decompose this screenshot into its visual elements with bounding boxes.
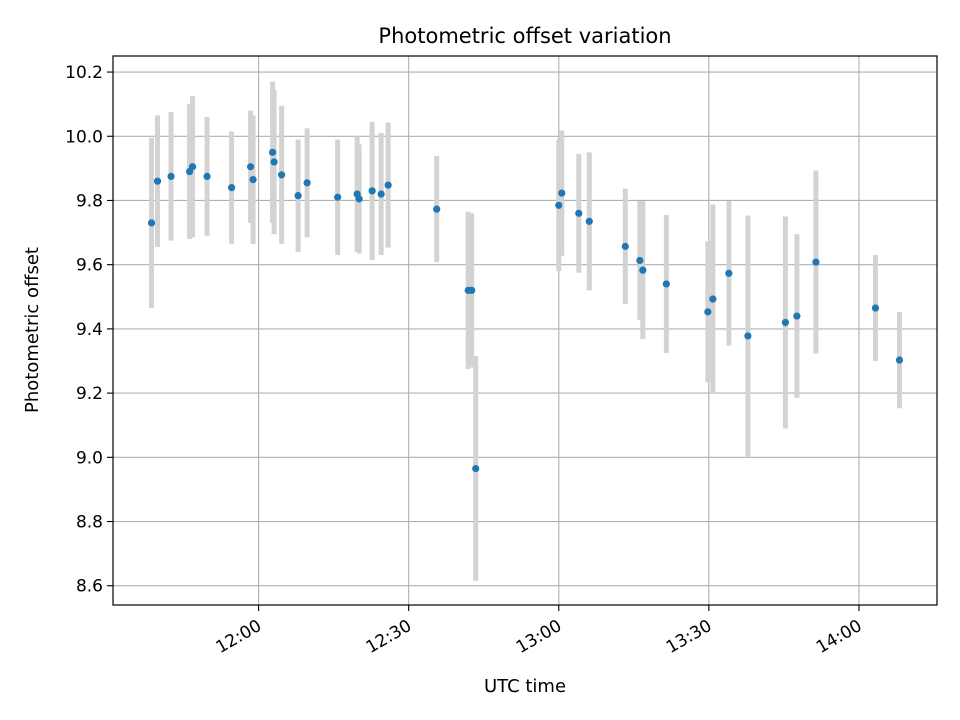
y-tick-label: 9.6 [76,256,103,276]
data-point [203,172,211,180]
data-point [294,192,302,200]
data-point [249,176,257,184]
data-point [636,256,644,265]
y-tick-label: 8.8 [76,513,103,533]
data-point [781,318,790,327]
data-point [895,356,904,364]
data-point [303,179,311,187]
data-point [575,209,583,217]
data-point [704,308,712,316]
y-tick-label: 8.6 [76,577,103,597]
data-point [812,258,820,266]
data-point [871,304,880,312]
data-point [793,312,801,320]
y-tick-label: 9.2 [76,384,103,404]
data-point [639,266,647,274]
data-point [167,172,175,180]
y-tick-label: 10.2 [65,63,103,83]
y-axis-label: Photometric offset [22,247,43,413]
y-tick-label: 10.0 [65,127,103,147]
data-point [377,190,385,198]
data-point [227,184,236,192]
data-point [270,158,278,166]
y-axis: 8.6 8.8 9.0 9.2 9.4 9.6 9.8 10.0 10.2 [65,63,113,597]
data-point [188,163,197,171]
data-point [433,205,441,213]
data-point [585,217,593,225]
plot-frame [112,55,938,606]
data-point [555,201,563,209]
y-tick-label: 9.0 [76,448,103,468]
data-point [662,280,670,288]
data-point [621,242,629,250]
data-point [368,187,376,195]
y-tick-label: 9.8 [76,191,103,211]
data-point [334,193,342,201]
data-point [744,332,752,340]
data-point [147,219,156,227]
data-point [268,148,277,156]
data-point [153,177,162,185]
data-points [147,148,904,473]
data-point [355,195,363,203]
data-point [468,286,476,294]
data-point [558,189,566,197]
y-tick-label: 9.4 [76,320,103,340]
data-point [709,295,717,303]
data-point [725,269,733,277]
x-axis-label: UTC time [484,676,566,697]
data-point [246,163,255,171]
data-point [278,171,286,179]
data-point [384,181,392,189]
chart-title: Photometric offset variation [378,24,671,48]
data-point [472,464,480,473]
